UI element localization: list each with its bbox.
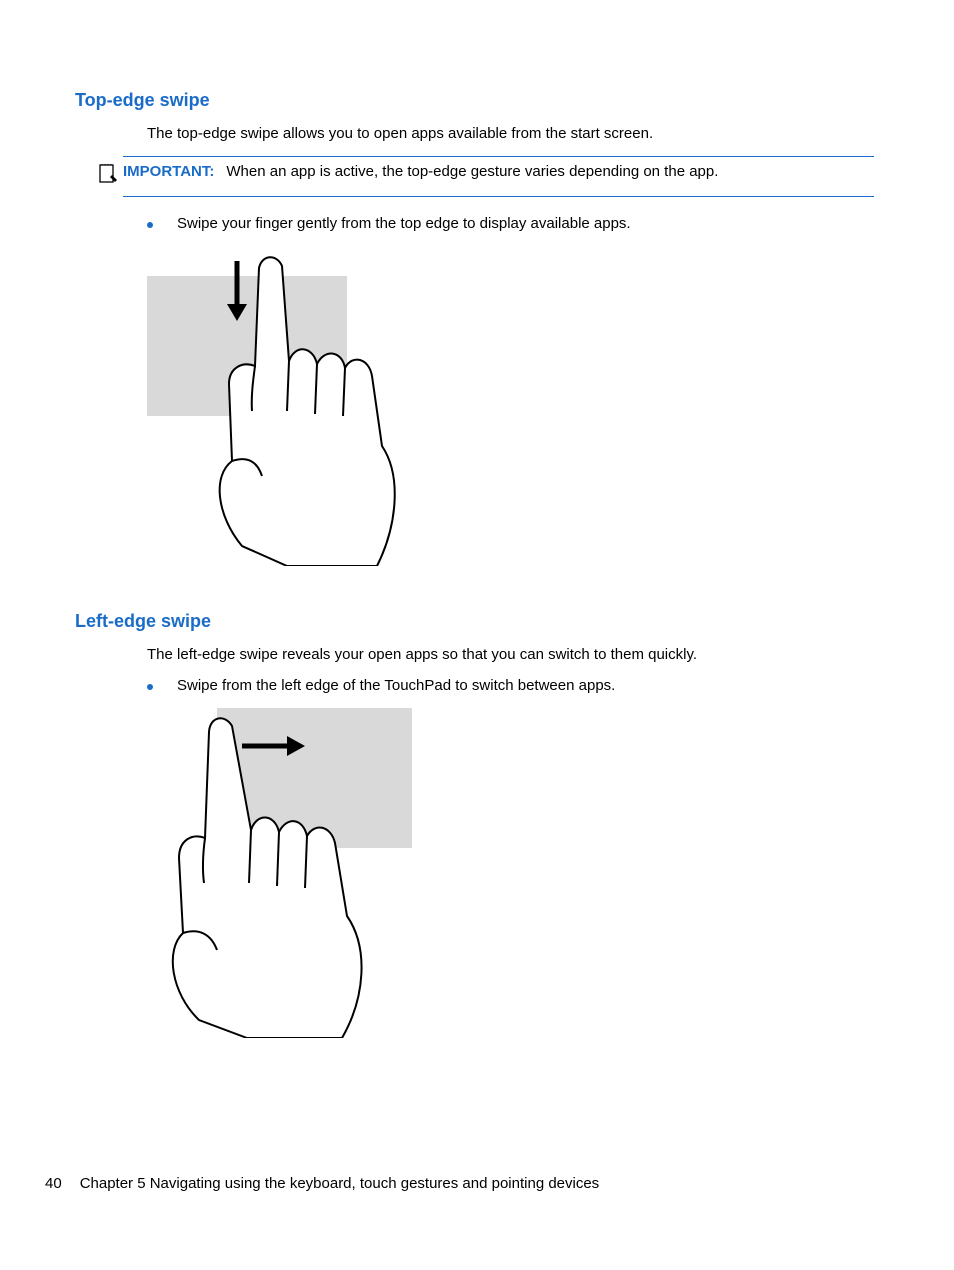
section2-bullet-row: Swipe from the left edge of the TouchPad… — [75, 677, 874, 694]
chapter-text: Chapter 5 Navigating using the keyboard,… — [80, 1175, 600, 1192]
section1-bullet-text: Swipe your finger gently from the top ed… — [177, 215, 631, 232]
section1-heading: Top-edge swipe — [75, 90, 874, 111]
section2-bullet-text: Swipe from the left edge of the TouchPad… — [177, 677, 615, 694]
note-icon — [97, 163, 121, 190]
page-number: 40 — [45, 1175, 62, 1192]
document-page: Top-edge swipe The top-edge swipe allows… — [0, 0, 954, 1043]
bullet-icon — [147, 222, 153, 228]
section1-bullet-row: Swipe your finger gently from the top ed… — [75, 215, 874, 232]
page-footer: 40 Chapter 5 Navigating using the keyboar… — [45, 1175, 599, 1192]
bullet-icon — [147, 684, 153, 690]
important-callout: IMPORTANT: When an app is active, the top… — [123, 156, 874, 197]
section1-intro: The top-edge swipe allows you to open ap… — [75, 125, 874, 142]
section1-figure — [75, 246, 874, 571]
section2-heading: Left-edge swipe — [75, 611, 874, 632]
callout-text: When an app is active, the top-edge gest… — [226, 163, 718, 180]
section2-intro: The left-edge swipe reveals your open ap… — [75, 646, 874, 663]
callout-label: IMPORTANT: — [123, 163, 214, 180]
section2-figure — [75, 708, 874, 1043]
